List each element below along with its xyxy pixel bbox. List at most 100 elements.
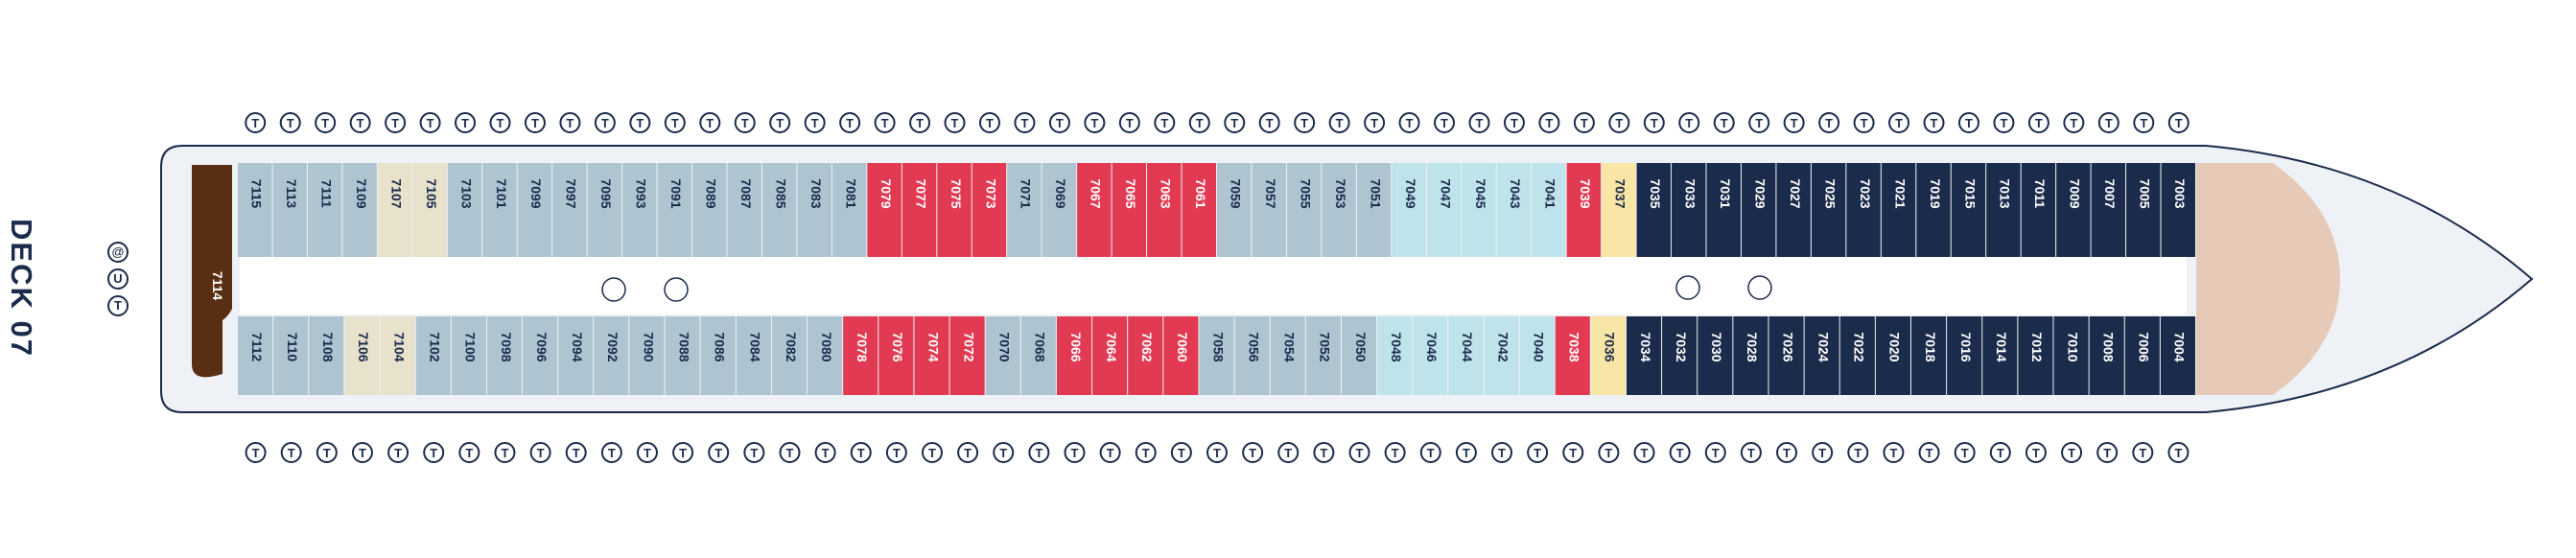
cabin-7101[interactable] bbox=[482, 163, 517, 257]
cabin-7063[interactable] bbox=[1147, 163, 1182, 257]
cabin-7111[interactable] bbox=[307, 163, 342, 257]
cabin-7041[interactable] bbox=[1532, 163, 1566, 257]
cabin-7084[interactable] bbox=[736, 316, 771, 395]
cabin-7075[interactable] bbox=[937, 163, 972, 257]
cabin-7042[interactable] bbox=[1484, 316, 1519, 395]
cabin-7079[interactable] bbox=[867, 163, 902, 257]
cabin-7078[interactable] bbox=[843, 316, 878, 395]
cabin-7011[interactable] bbox=[2021, 163, 2056, 257]
cabin-7043[interactable] bbox=[1496, 163, 1532, 257]
cabin-7065[interactable] bbox=[1112, 163, 1147, 257]
cabin-7006[interactable] bbox=[2124, 316, 2160, 395]
cabin-7087[interactable] bbox=[727, 163, 761, 257]
cabin-7032[interactable] bbox=[1662, 316, 1698, 395]
cabin-7024[interactable] bbox=[1804, 316, 1839, 395]
cabin-7056[interactable] bbox=[1234, 316, 1270, 395]
cabin-7045[interactable] bbox=[1462, 163, 1496, 257]
cabin-7019[interactable] bbox=[1916, 163, 1951, 257]
cabin-7031[interactable] bbox=[1706, 163, 1741, 257]
cabin-7026[interactable] bbox=[1768, 316, 1804, 395]
cabin-7082[interactable] bbox=[771, 316, 808, 395]
cabin-7089[interactable] bbox=[692, 163, 727, 257]
cabin-7071[interactable] bbox=[1007, 163, 1042, 257]
cabin-7109[interactable] bbox=[342, 163, 377, 257]
cabin-7058[interactable] bbox=[1199, 316, 1234, 395]
cabin-7023[interactable] bbox=[1846, 163, 1881, 257]
cabin-7036[interactable] bbox=[1590, 316, 1626, 395]
cabin-7088[interactable] bbox=[665, 316, 700, 395]
cabin-7096[interactable] bbox=[523, 316, 558, 395]
cabin-7100[interactable] bbox=[451, 316, 486, 395]
cabin-7014[interactable] bbox=[1982, 316, 2018, 395]
aft-suite-7114[interactable] bbox=[192, 165, 232, 378]
cabin-7068[interactable] bbox=[1020, 316, 1056, 395]
cabin-7012[interactable] bbox=[2018, 316, 2053, 395]
cabin-7072[interactable] bbox=[949, 316, 985, 395]
cabin-7112[interactable] bbox=[238, 316, 273, 395]
cabin-7085[interactable] bbox=[761, 163, 797, 257]
cabin-7113[interactable] bbox=[272, 163, 307, 257]
cabin-7062[interactable] bbox=[1128, 316, 1163, 395]
cabin-7046[interactable] bbox=[1413, 316, 1448, 395]
cabin-7076[interactable] bbox=[878, 316, 914, 395]
cabin-7104[interactable] bbox=[380, 316, 415, 395]
cabin-7090[interactable] bbox=[629, 316, 665, 395]
cabin-7057[interactable] bbox=[1252, 163, 1286, 257]
cabin-7095[interactable] bbox=[587, 163, 622, 257]
cabin-7064[interactable] bbox=[1092, 316, 1128, 395]
cabin-7008[interactable] bbox=[2089, 316, 2124, 395]
cabin-7069[interactable] bbox=[1042, 163, 1077, 257]
cabin-7005[interactable] bbox=[2126, 163, 2161, 257]
cabin-7007[interactable] bbox=[2091, 163, 2126, 257]
cabin-7030[interactable] bbox=[1698, 316, 1733, 395]
cabin-7048[interactable] bbox=[1377, 316, 1413, 395]
cabin-7091[interactable] bbox=[657, 163, 692, 257]
cabin-7094[interactable] bbox=[558, 316, 594, 395]
cabin-7044[interactable] bbox=[1448, 316, 1484, 395]
cabin-7022[interactable] bbox=[1839, 316, 1875, 395]
cabin-7070[interactable] bbox=[985, 316, 1020, 395]
cabin-7020[interactable] bbox=[1875, 316, 1910, 395]
cabin-7028[interactable] bbox=[1733, 316, 1768, 395]
cabin-7018[interactable] bbox=[1910, 316, 1947, 395]
cabin-7021[interactable] bbox=[1881, 163, 1916, 257]
cabin-7105[interactable] bbox=[412, 163, 447, 257]
cabin-7060[interactable] bbox=[1163, 316, 1199, 395]
cabin-7004[interactable] bbox=[2160, 316, 2195, 395]
cabin-7067[interactable] bbox=[1077, 163, 1112, 257]
cabin-7059[interactable] bbox=[1217, 163, 1252, 257]
cabin-7099[interactable] bbox=[517, 163, 552, 257]
cabin-7013[interactable] bbox=[1986, 163, 2021, 257]
cabin-7010[interactable] bbox=[2053, 316, 2089, 395]
cabin-7097[interactable] bbox=[552, 163, 587, 257]
cabin-7015[interactable] bbox=[1951, 163, 1986, 257]
cabin-7039[interactable] bbox=[1566, 163, 1602, 257]
cabin-7038[interactable] bbox=[1555, 316, 1590, 395]
cabin-7033[interactable] bbox=[1672, 163, 1706, 257]
cabin-7037[interactable] bbox=[1602, 163, 1636, 257]
cabin-7040[interactable] bbox=[1519, 316, 1555, 395]
cabin-7081[interactable] bbox=[831, 163, 867, 257]
cabin-7093[interactable] bbox=[622, 163, 657, 257]
cabin-7106[interactable] bbox=[344, 316, 380, 395]
cabin-7092[interactable] bbox=[594, 316, 629, 395]
cabin-7107[interactable] bbox=[377, 163, 412, 257]
cabin-7025[interactable] bbox=[1811, 163, 1846, 257]
cabin-7003[interactable] bbox=[2161, 163, 2195, 257]
cabin-7049[interactable] bbox=[1392, 163, 1426, 257]
cabin-7061[interactable] bbox=[1182, 163, 1216, 257]
cabin-7050[interactable] bbox=[1341, 316, 1377, 395]
cabin-7034[interactable] bbox=[1626, 316, 1662, 395]
cabin-7053[interactable] bbox=[1322, 163, 1356, 257]
cabin-7066[interactable] bbox=[1056, 316, 1092, 395]
cabin-7108[interactable] bbox=[309, 316, 344, 395]
cabin-7080[interactable] bbox=[808, 316, 843, 395]
cabin-7083[interactable] bbox=[797, 163, 831, 257]
cabin-7054[interactable] bbox=[1270, 316, 1305, 395]
cabin-7077[interactable] bbox=[902, 163, 937, 257]
cabin-7102[interactable] bbox=[415, 316, 451, 395]
cabin-7110[interactable] bbox=[273, 316, 309, 395]
cabin-7052[interactable] bbox=[1305, 316, 1341, 395]
cabin-7055[interactable] bbox=[1286, 163, 1322, 257]
cabin-7016[interactable] bbox=[1947, 316, 1982, 395]
